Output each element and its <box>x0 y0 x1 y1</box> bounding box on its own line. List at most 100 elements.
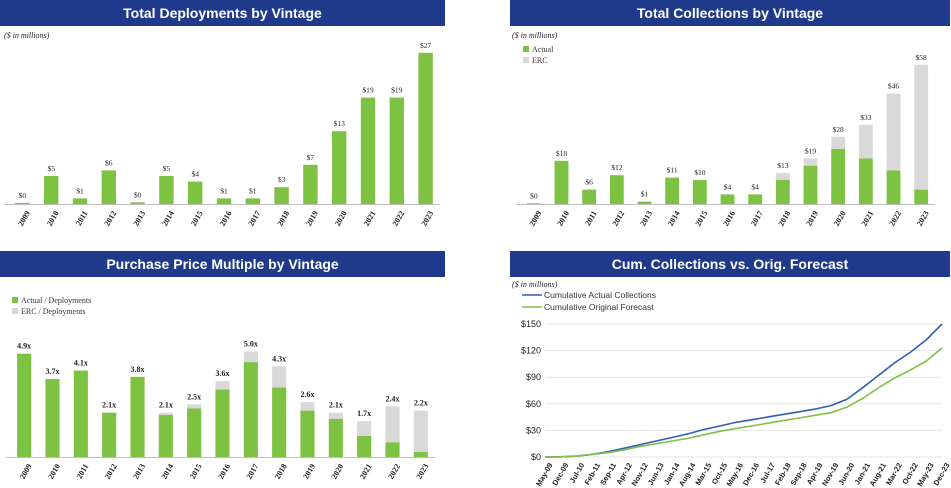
x-tick-label: 2023 <box>415 462 431 480</box>
deployments-title: Total Deployments by Vintage <box>0 0 445 26</box>
bar-multiple-actual <box>300 410 315 457</box>
bar-collections-actual <box>554 160 569 204</box>
bar-multiple-actual <box>243 362 258 457</box>
x-tick-label: 2013 <box>638 209 654 227</box>
y-tick-label: $150 <box>521 319 541 329</box>
x-tick-label: 2022 <box>391 209 407 227</box>
bar-deployments <box>72 198 88 204</box>
data-label: 2.1x <box>102 401 116 410</box>
data-label: 2.1x <box>159 401 173 410</box>
y-tick-label: $0 <box>531 452 541 462</box>
data-label: $19 <box>805 146 817 155</box>
bar-multiple-actual <box>413 451 428 457</box>
deployments-chart: $0 2009 $5 2010 $1 2011 $6 2012 $0 2013 $5 2014 $4 20… <box>4 41 440 228</box>
bar-deployments <box>15 202 30 204</box>
multiple-title: Purchase Price Multiple by Vintage <box>0 251 445 277</box>
x-tick-label: 2009 <box>16 209 32 227</box>
x-tick-label: 2016 <box>216 462 232 480</box>
x-tick-label: 2018 <box>777 209 793 227</box>
bar-collections-actual <box>526 203 541 204</box>
x-tick-label: 2011 <box>75 462 91 480</box>
bar-collections-erc <box>914 64 929 190</box>
deployments-units: ($ in millions) <box>4 31 50 40</box>
data-label: $1 <box>641 190 649 199</box>
data-label: $4 <box>724 182 732 191</box>
data-label: 3.7x <box>46 367 60 376</box>
bar-multiple-actual <box>45 378 60 457</box>
x-tick-label: 2015 <box>188 462 204 480</box>
data-label: 4.1x <box>74 359 88 368</box>
data-label: $1 <box>249 186 257 195</box>
bar-multiple-actual <box>385 442 400 457</box>
bar-collections-actual <box>803 165 818 204</box>
bar-collections-actual <box>831 148 846 204</box>
data-label: $27 <box>420 41 432 50</box>
data-label: $4 <box>751 182 759 191</box>
bar-deployments <box>360 97 376 204</box>
bar-multiple-actual <box>130 376 145 457</box>
bar-collections-erc <box>886 93 901 171</box>
bar-multiple-erc <box>413 410 428 452</box>
bar-deployments <box>332 131 347 204</box>
bar-deployments <box>389 97 404 204</box>
x-tick-label: 2014 <box>160 209 176 227</box>
bar-collections-actual <box>748 194 763 204</box>
bar-multiple-erc <box>272 366 287 388</box>
bar-multiple-actual <box>328 419 343 457</box>
data-label: 2.2x <box>414 399 428 408</box>
x-tick-label: 2016 <box>721 209 737 227</box>
data-label: 1.7x <box>357 409 371 418</box>
data-label: $1 <box>76 186 84 195</box>
x-tick-label: 2018 <box>273 462 289 480</box>
y-tick-label: $30 <box>526 425 541 435</box>
data-label: 4.9x <box>17 342 31 351</box>
data-label: $6 <box>585 178 593 187</box>
x-tick-label: 2022 <box>887 209 903 227</box>
bar-multiple-erc <box>158 412 173 415</box>
legend-swatch-erc <box>12 308 18 314</box>
bar-collections-actual <box>775 180 790 204</box>
legend-label: ERC / Deployments <box>21 307 85 316</box>
x-tick-label: 2017 <box>245 462 261 480</box>
data-label: 4.3x <box>272 354 286 363</box>
x-tick-label: 2013 <box>131 462 147 480</box>
x-tick-label: 2021 <box>860 209 876 227</box>
y-tick-label: $90 <box>526 372 541 382</box>
data-label: $7 <box>307 153 315 162</box>
x-tick-label: 2014 <box>160 462 176 480</box>
collections-chart: $0 2009 $18 2010 $6 2011 $12 2012 $1 2013 $11 2014 $… <box>516 45 935 228</box>
legend-swatch-actual <box>523 46 529 52</box>
x-tick-label: 2017 <box>247 209 263 227</box>
data-label: 3.6x <box>216 369 230 378</box>
data-label: 2.5x <box>187 392 201 401</box>
bar-collections-actual <box>720 194 735 204</box>
bar-multiple-actual <box>215 389 230 457</box>
x-tick-label: 2014 <box>666 209 682 227</box>
x-tick-label: 2016 <box>218 209 234 227</box>
bar-collections-actual <box>692 180 707 204</box>
data-label: 3.8x <box>131 365 145 374</box>
bar-deployments <box>303 164 318 204</box>
bar-collections-actual <box>886 170 901 204</box>
x-tick-label: 2019 <box>304 209 320 227</box>
legend-label: Cumulative Original Forecast <box>544 302 654 312</box>
data-label: $33 <box>860 113 872 122</box>
data-label: 2.6x <box>301 390 315 399</box>
data-label: $46 <box>888 82 900 91</box>
data-label: $0 <box>19 191 27 200</box>
x-tick-label: 2021 <box>358 462 374 480</box>
x-tick-label: 2012 <box>611 209 627 227</box>
bar-multiple-actual <box>272 387 287 457</box>
bar-deployments <box>159 176 174 204</box>
data-label: $28 <box>833 125 845 134</box>
data-label: $19 <box>362 86 374 95</box>
x-tick-label: 2021 <box>362 209 378 227</box>
x-tick-label: 2011 <box>74 209 90 227</box>
x-tick-label: 2020 <box>832 209 848 227</box>
data-label: $0 <box>530 191 538 200</box>
data-label: $4 <box>191 170 199 179</box>
data-label: $58 <box>916 53 928 62</box>
deployments-panel: Total Deployments by Vintage ($ in milli… <box>0 0 445 240</box>
bar-multiple-erc <box>300 402 315 411</box>
data-label: $6 <box>105 158 113 167</box>
